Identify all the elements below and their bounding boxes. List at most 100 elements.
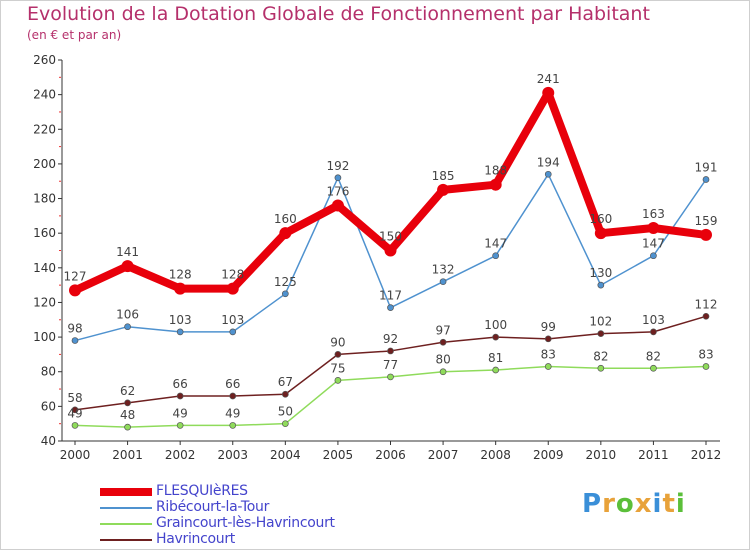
data-label: 58 bbox=[67, 391, 82, 405]
data-label: 80 bbox=[435, 353, 450, 367]
y-tick-label: 200 bbox=[33, 157, 56, 171]
logo-letter: o bbox=[615, 489, 635, 519]
data-point bbox=[124, 399, 131, 407]
data-point bbox=[597, 364, 605, 372]
x-tick-label: 2007 bbox=[428, 448, 459, 462]
data-point bbox=[489, 178, 502, 191]
y-tick-label: 100 bbox=[33, 330, 56, 344]
data-point bbox=[124, 423, 131, 431]
data-label: 194 bbox=[537, 155, 560, 169]
data-label: 82 bbox=[646, 349, 661, 363]
data-point bbox=[439, 368, 447, 376]
legend-swatch bbox=[100, 539, 152, 541]
data-point bbox=[594, 227, 607, 240]
data-label: 49 bbox=[225, 406, 240, 420]
data-label: 150 bbox=[379, 230, 402, 244]
legend-label: Graincourt-lès-Havrincourt bbox=[156, 515, 335, 531]
x-tick-label: 2010 bbox=[586, 448, 617, 462]
x-tick-label: 2006 bbox=[375, 448, 406, 462]
data-label: 163 bbox=[642, 207, 665, 221]
data-point bbox=[176, 422, 184, 429]
data-point bbox=[334, 174, 342, 182]
x-tick-label: 2001 bbox=[112, 448, 143, 462]
data-point bbox=[71, 406, 79, 414]
data-label: 103 bbox=[642, 313, 665, 327]
data-point bbox=[229, 392, 237, 400]
logo-letter: x bbox=[634, 489, 653, 519]
x-tick-label: 2011 bbox=[638, 448, 669, 462]
data-label: 66 bbox=[173, 377, 188, 391]
data-point bbox=[69, 284, 81, 297]
data-label: 98 bbox=[67, 322, 82, 336]
data-point bbox=[281, 290, 289, 298]
data-label: 90 bbox=[330, 335, 345, 349]
data-point bbox=[229, 328, 237, 336]
data-point bbox=[121, 260, 134, 273]
data-label: 191 bbox=[695, 160, 718, 174]
data-label: 125 bbox=[274, 275, 297, 289]
legend-item: Ribécourt-la-Tour bbox=[100, 499, 400, 516]
data-label: 66 bbox=[225, 377, 240, 391]
data-label: 160 bbox=[589, 212, 612, 226]
data-label: 117 bbox=[379, 289, 402, 303]
data-label: 100 bbox=[484, 318, 507, 332]
data-point bbox=[331, 199, 344, 212]
y-tick-label: 260 bbox=[33, 53, 56, 67]
legend-swatch bbox=[100, 507, 152, 509]
data-point bbox=[229, 422, 237, 429]
data-label: 127 bbox=[64, 269, 87, 283]
logo-letter: r bbox=[602, 489, 616, 519]
data-label: 49 bbox=[173, 406, 188, 420]
data-point bbox=[176, 392, 184, 400]
x-tick-label: 2008 bbox=[480, 448, 511, 462]
data-point bbox=[334, 351, 342, 358]
data-label: 192 bbox=[326, 159, 349, 173]
data-label: 77 bbox=[383, 358, 398, 372]
logo-letter: P bbox=[582, 489, 603, 519]
proxiti-logo: Proxiti bbox=[582, 489, 686, 519]
data-point bbox=[124, 323, 131, 331]
data-point bbox=[650, 252, 657, 260]
data-point bbox=[647, 221, 660, 234]
data-label: 188 bbox=[484, 164, 507, 178]
data-label: 112 bbox=[695, 297, 718, 311]
logo-letter: i bbox=[675, 489, 686, 519]
legend-item: Havrincourt bbox=[100, 531, 400, 548]
data-point bbox=[387, 304, 394, 311]
data-point bbox=[281, 420, 289, 428]
data-label: 92 bbox=[383, 332, 398, 346]
data-label: 147 bbox=[642, 237, 665, 251]
x-tick-label: 2002 bbox=[165, 448, 196, 462]
data-label: 81 bbox=[488, 351, 503, 365]
data-point bbox=[174, 282, 187, 295]
y-tick-label: 140 bbox=[33, 261, 56, 275]
legend-label: FLESQUIèRES bbox=[156, 483, 248, 499]
chart-subtitle: (en € et par an) bbox=[27, 28, 122, 42]
data-point bbox=[492, 252, 500, 260]
data-point bbox=[71, 422, 79, 429]
data-label: 50 bbox=[278, 405, 293, 419]
legend-item: FLESQUIèRES bbox=[100, 483, 400, 500]
data-label: 128 bbox=[221, 268, 244, 282]
data-label: 132 bbox=[432, 263, 455, 277]
legend-swatch bbox=[100, 523, 152, 525]
data-point bbox=[597, 281, 605, 289]
data-point bbox=[702, 363, 710, 370]
data-label: 176 bbox=[326, 184, 349, 198]
data-point bbox=[597, 330, 605, 337]
data-point bbox=[437, 183, 450, 196]
y-tick-label: 180 bbox=[33, 192, 56, 206]
data-point bbox=[387, 373, 394, 381]
x-tick-label: 2012 bbox=[691, 448, 722, 462]
data-point bbox=[71, 337, 79, 344]
y-tick-label: 240 bbox=[33, 88, 56, 102]
x-tick-label: 2003 bbox=[217, 448, 248, 462]
data-label: 185 bbox=[432, 169, 455, 183]
data-label: 130 bbox=[589, 266, 612, 280]
data-label: 160 bbox=[274, 212, 297, 226]
data-point bbox=[700, 228, 712, 241]
data-point bbox=[542, 86, 555, 99]
data-label: 147 bbox=[484, 237, 507, 251]
data-label: 67 bbox=[278, 375, 293, 389]
